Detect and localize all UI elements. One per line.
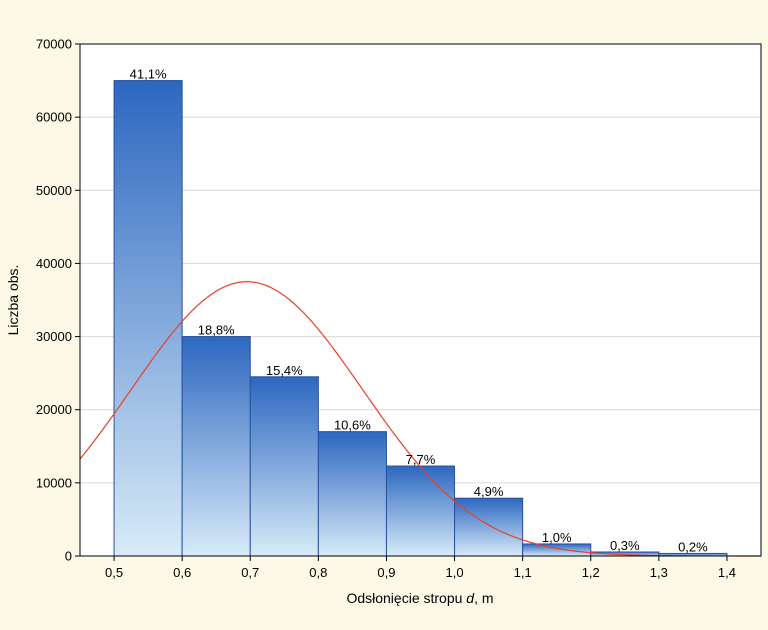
y-axis: 0 10000 20000 30000 40000 50000 60000 70000	[36, 37, 80, 564]
histogram-bar	[385, 465, 456, 557]
x-axis-title-prefix: Odsłonięcie stropu	[346, 590, 466, 606]
bar-labels: 41,1% 18,8% 15,4% 10,6% 7,7% 4,9% 1,0% 0,3% 0,2%	[130, 67, 708, 555]
bar-percent-label: 0,2%	[678, 539, 708, 554]
normal-fit-curve	[79, 281, 762, 557]
bar-percent-label: 18,8%	[198, 323, 235, 338]
x-tick-label: 1,4	[718, 565, 736, 580]
y-tick-label: 60000	[36, 110, 72, 125]
y-tick-label: 70000	[36, 37, 72, 52]
bars	[113, 80, 728, 557]
bar-percent-label: 4,9%	[474, 484, 504, 499]
x-axis: 0,5 0,6 0,7 0,8 0,9 1,0 1,1 1,2 1,3 1,4	[105, 556, 736, 580]
x-tick-label: 0,6	[173, 565, 191, 580]
x-tick-label: 1,1	[514, 565, 532, 580]
y-tick-label: 10000	[36, 475, 72, 490]
y-tick-label: 40000	[36, 256, 72, 271]
y-tick-label: 50000	[36, 183, 72, 198]
x-tick-label: 1,2	[582, 565, 600, 580]
bar-percent-label: 7,7%	[406, 452, 436, 467]
histogram-bar	[181, 336, 251, 557]
x-tick-label: 0,9	[377, 565, 395, 580]
bar-percent-label: 0,3%	[610, 538, 640, 553]
x-axis-title: Odsłonięcie stropu d, m	[346, 590, 493, 606]
histogram-bar	[522, 543, 592, 557]
x-tick-label: 0,8	[309, 565, 327, 580]
histogram-bar	[113, 80, 183, 557]
y-tick-label: 20000	[36, 402, 72, 417]
bar-percent-label: 41,1%	[130, 67, 167, 82]
x-tick-label: 0,7	[241, 565, 259, 580]
x-tick-label: 1,0	[446, 565, 464, 580]
y-tick-label: 30000	[36, 329, 72, 344]
plot-frame	[79, 43, 762, 557]
x-axis-title-suffix: , m	[474, 590, 493, 606]
x-tick-label: 0,5	[105, 565, 123, 580]
x-tick-label: 1,3	[650, 565, 668, 580]
y-axis-title: Liczba obs.	[5, 265, 21, 336]
bar-percent-label: 1,0%	[542, 530, 572, 545]
x-axis-title-variable: d	[466, 590, 475, 606]
histogram-bar	[249, 376, 319, 557]
bar-percent-label: 15,4%	[266, 363, 303, 378]
y-tick-label: 0	[65, 549, 72, 564]
histogram-bar	[454, 497, 524, 557]
histogram-bar	[317, 431, 387, 557]
bar-percent-label: 10,6%	[334, 418, 371, 433]
